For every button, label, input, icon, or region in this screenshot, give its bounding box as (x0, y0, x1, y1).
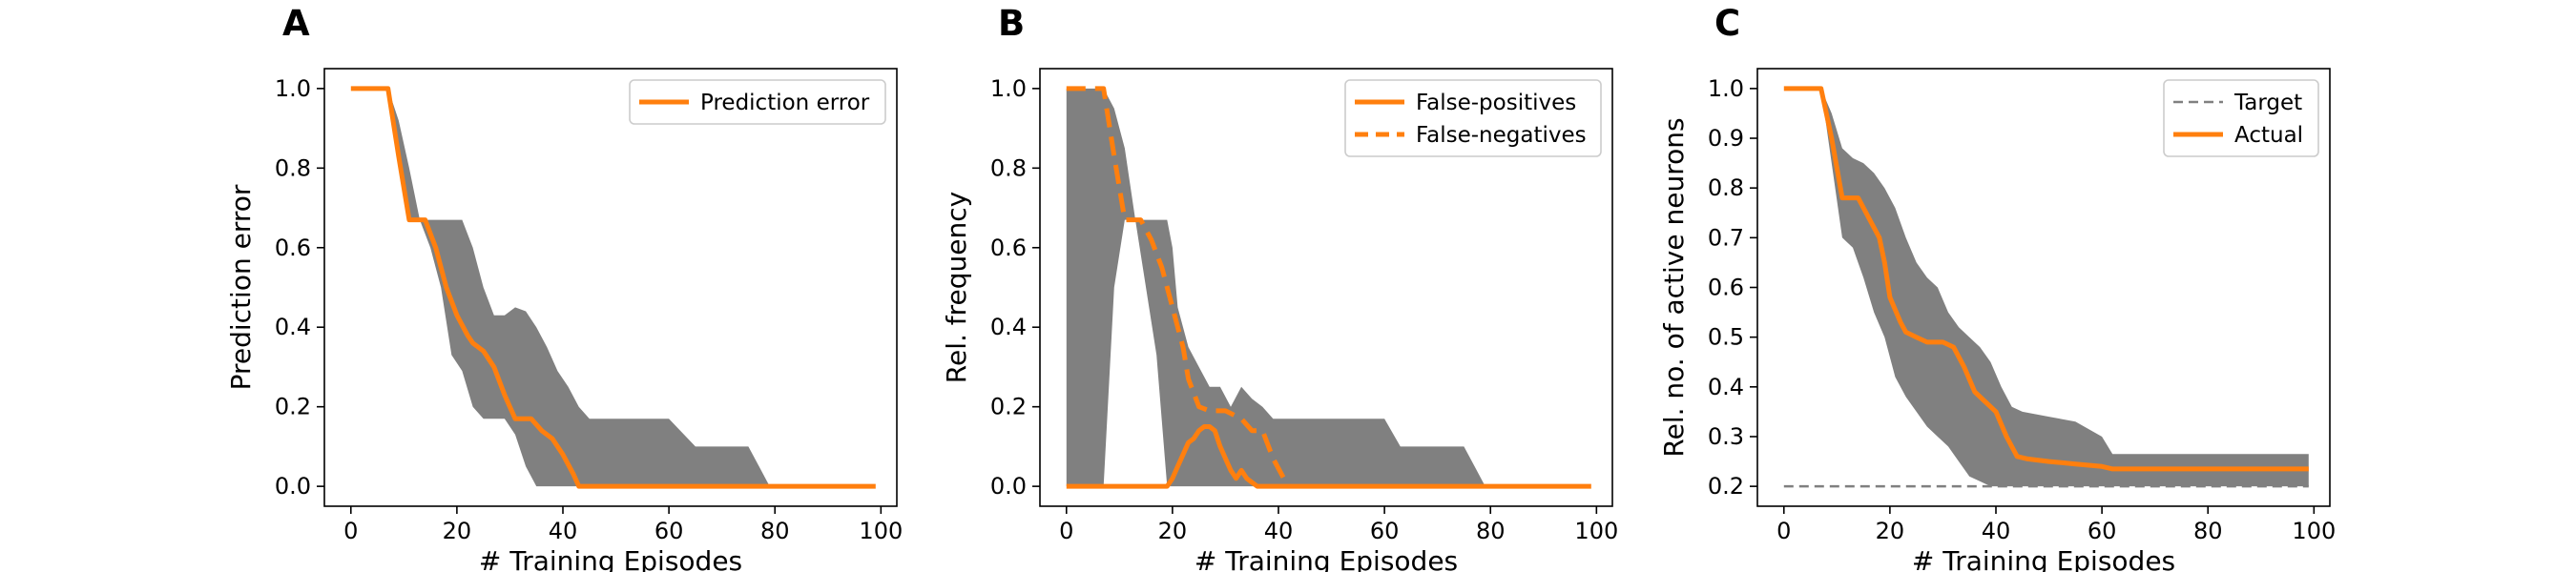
panel-a-x-tick-label-4: 80 (760, 518, 790, 544)
panel-c-legend-label-0: Target (2233, 91, 2302, 115)
panel-a-y-tick-label-3: 0.6 (275, 235, 311, 261)
panel-c-y-tick-label-1: 0.3 (1708, 423, 1744, 450)
panel-c-y-tick-label-8: 1.0 (1708, 75, 1744, 102)
panel-b-plot-area (1066, 86, 1591, 489)
panel-b-y-tick-label-3: 0.6 (990, 235, 1027, 261)
panel-b-y-tick-label-0: 0.0 (990, 473, 1027, 500)
panel-b-x-tick-label-4: 80 (1476, 518, 1506, 544)
panel-a-x-tick-label-3: 60 (654, 518, 684, 544)
panel-a-spread-band (350, 88, 876, 487)
panel-a-axes-frame (323, 68, 898, 507)
panel-b-x-tick-label-1: 20 (1158, 518, 1188, 544)
panel-a-legend-label-0: Prediction error (700, 91, 870, 115)
panel-c-x-axis-label: # Training Episodes (1912, 545, 2175, 572)
panel-c-x-tick-label-0: 0 (1776, 518, 1791, 544)
chart-panel-b: B 0 20 40 60 80 100 0.0 0.2 0.4 0.6 0.8 1.0 # Traini… (941, 3, 1618, 572)
panel-c-y-tick-label-2: 0.4 (1708, 374, 1744, 400)
panel-c-spread-band (1783, 88, 2309, 487)
panel-c-series-1-line (1783, 86, 2309, 472)
panel-a-y-tick-label-4: 0.8 (275, 154, 311, 181)
panel-b-x-tick-label-0: 0 (1059, 518, 1073, 544)
panel-b-spread-band (1066, 88, 1591, 487)
panel-c-legend: Target Actual (2163, 79, 2319, 157)
panel-c-x-tick-label-2: 40 (1982, 518, 2011, 544)
panel-a-x-tick-label-1: 20 (443, 518, 472, 544)
panel-a-y-tick-label-1: 0.2 (275, 394, 311, 420)
panel-c-y-tick-label-0: 0.2 (1708, 473, 1744, 500)
panel-c-x-tick-label-1: 20 (1876, 518, 1905, 544)
panel-letter-b: B (998, 3, 1025, 44)
panel-a-x-tick-label-2: 40 (549, 518, 578, 544)
panel-c-x-tick-label-5: 100 (2292, 518, 2336, 544)
panel-b-legend-label-1: False-negatives (1416, 123, 1587, 148)
panel-a-y-tick-label-2: 0.4 (275, 314, 311, 340)
panel-b-y-tick-label-4: 0.8 (990, 154, 1027, 181)
panel-b-y-tick-label-5: 1.0 (990, 75, 1027, 102)
panel-c-x-tick-label-3: 60 (2088, 518, 2117, 544)
panel-b-y-tick-label-1: 0.2 (990, 394, 1027, 420)
panel-c-legend-box (2163, 79, 2319, 157)
panel-b-y-axis-label: Rel. frequency (941, 192, 972, 383)
panel-a-x-tick-label-0: 0 (343, 518, 358, 544)
panel-a-y-tick-label-5: 1.0 (275, 75, 311, 102)
panel-b-axes-frame (1039, 68, 1613, 507)
panel-a-plot-area (350, 86, 876, 489)
chart-panel-c: C 0 20 40 60 80 100 0.2 0.3 0.4 0.5 0.6 0.7 0.8 0.9 1.… (1658, 3, 2336, 572)
panel-c-x-tick-label-4: 80 (2193, 518, 2223, 544)
panel-a-y-axis-label: Prediction error (225, 184, 257, 390)
panel-a-legend-box (629, 79, 886, 125)
panel-b-legend-box (1344, 79, 1602, 157)
panel-b-y-tick-label-2: 0.4 (990, 314, 1027, 340)
panel-b-x-tick-label-3: 60 (1370, 518, 1400, 544)
panel-b-series-0-line (1066, 424, 1591, 489)
panel-b-x-axis-label: # Training Episodes (1195, 545, 1458, 572)
panel-a-legend: Prediction error (629, 79, 886, 125)
panel-c-y-tick-label-4: 0.6 (1708, 275, 1744, 301)
panel-b-x-tick-label-5: 100 (1574, 518, 1618, 544)
panel-c-y-tick-label-5: 0.7 (1708, 224, 1744, 251)
chart-panel-a: A 0 20 40 60 80 100 0.0 0.2 0.4 0.6 0.8 1.0 # Traini… (225, 3, 903, 572)
panel-c-y-axis-label: Rel. no. of active neurons (1658, 117, 1690, 457)
panel-a-x-axis-label: # Training Episodes (479, 545, 742, 572)
panel-b-legend: False-positives False-negatives (1344, 79, 1602, 157)
panel-a-series-0-line (350, 86, 876, 489)
panel-c-legend-label-1: Actual (2234, 123, 2303, 148)
panel-a-x-tick-label-5: 100 (859, 518, 903, 544)
panel-b-series-1-line (1066, 86, 1292, 488)
panel-b-x-tick-label-2: 40 (1264, 518, 1294, 544)
panel-c-y-tick-label-7: 0.9 (1708, 125, 1744, 152)
panel-letter-c: C (1714, 3, 1740, 44)
panel-c-plot-area (1783, 86, 2309, 488)
panel-letter-a: A (282, 3, 310, 44)
panel-c-y-tick-label-6: 0.8 (1708, 174, 1744, 201)
panel-b-legend-label-0: False-positives (1416, 91, 1576, 115)
panel-a-y-tick-label-0: 0.0 (275, 473, 311, 500)
panel-c-y-tick-label-3: 0.5 (1708, 324, 1744, 351)
